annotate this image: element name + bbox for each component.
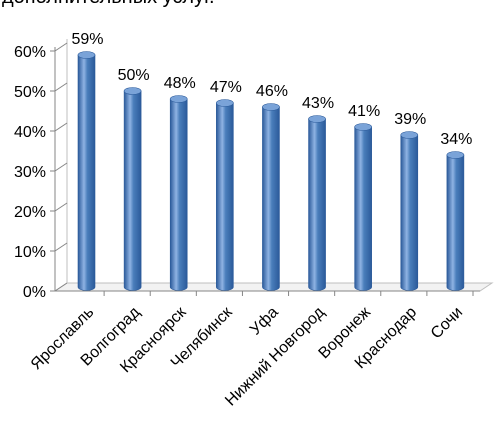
- data-label: 43%: [302, 95, 334, 112]
- bar-top: [308, 115, 326, 123]
- bar-top: [446, 151, 465, 159]
- y-tick-depth: [54, 122, 68, 132]
- y-tick-label: 0%: [23, 284, 46, 301]
- bars-layer: [77, 51, 465, 291]
- y-tick-label: 40%: [14, 124, 46, 141]
- y-tick-depth: [54, 162, 68, 172]
- y-tick-label: 30%: [14, 164, 46, 181]
- bar-7: [354, 123, 372, 291]
- chart-title: дополнительных услуг.: [2, 0, 215, 9]
- bar-body: [77, 54, 96, 291]
- y-tick-label: 50%: [14, 84, 46, 101]
- bar-5: [262, 103, 280, 291]
- bar-body: [123, 90, 142, 291]
- bar-body: [308, 118, 326, 291]
- bar-8: [400, 131, 419, 291]
- data-label: 34%: [440, 131, 472, 148]
- bar-body: [446, 154, 465, 291]
- y-tick-label: 10%: [14, 244, 46, 261]
- y-tick-depth: [54, 82, 68, 92]
- bar-body: [216, 102, 234, 291]
- bar-body: [354, 126, 372, 291]
- y-tick-depth: [54, 202, 68, 212]
- data-label: 41%: [348, 103, 380, 120]
- y-tick-depth: [54, 42, 68, 52]
- bar-4: [216, 99, 234, 291]
- bar-top: [77, 51, 96, 59]
- axis-layer: 0% 10% 20% 30% 40% 50% 60%: [14, 39, 494, 301]
- y-tick-depth: [54, 282, 68, 292]
- bar-1: [77, 51, 96, 291]
- data-label: 39%: [394, 111, 426, 128]
- data-label: 48%: [164, 75, 196, 92]
- bar-top: [354, 123, 372, 131]
- data-label: 50%: [118, 67, 150, 84]
- data-label: 59%: [71, 31, 103, 48]
- bar-3: [169, 95, 188, 291]
- data-label: 46%: [256, 83, 288, 100]
- bar-body: [262, 106, 280, 291]
- bar-6: [308, 115, 326, 291]
- bar-top: [169, 95, 188, 103]
- y-tick-label: 60%: [14, 44, 46, 61]
- bar-2: [123, 87, 142, 291]
- category-label: Сочи: [428, 304, 466, 342]
- bar-top: [400, 131, 419, 139]
- bar-top: [216, 99, 234, 107]
- y-tick-depth: [54, 242, 68, 252]
- bar-body: [400, 134, 419, 291]
- category-label: Уфа: [247, 304, 282, 339]
- bar-top: [123, 87, 142, 95]
- bar-top: [262, 103, 280, 111]
- bar-9: [446, 151, 465, 291]
- y-tick-label: 20%: [14, 204, 46, 221]
- data-label: 47%: [210, 79, 242, 96]
- bar-body: [169, 98, 188, 291]
